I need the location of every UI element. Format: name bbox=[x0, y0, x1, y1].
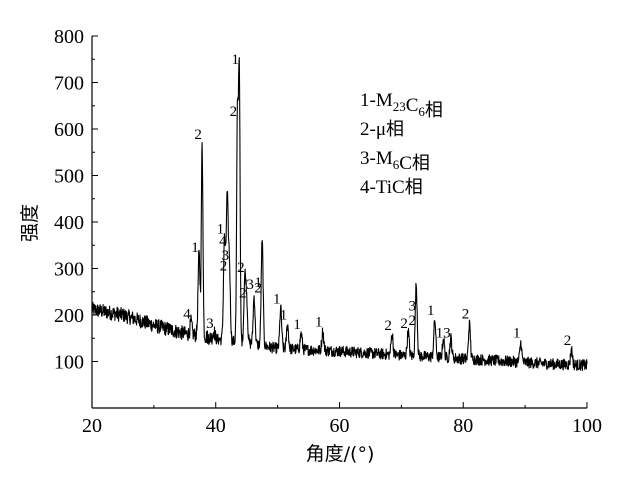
x-tick-label: 100 bbox=[572, 415, 602, 437]
peak-label: 2 bbox=[254, 281, 262, 297]
y-axis-label: 强度 bbox=[19, 204, 41, 242]
peak-label: 4 bbox=[183, 307, 191, 323]
peak-label: 2 bbox=[408, 313, 416, 329]
legend-entry: 4-TiC相 bbox=[360, 177, 423, 198]
peak-label: 1 bbox=[273, 291, 281, 307]
peak-label: 3 bbox=[246, 277, 254, 293]
peak-label: 3 bbox=[408, 298, 416, 314]
peak-label: 1 bbox=[436, 325, 444, 341]
y-tick-label: 500 bbox=[54, 166, 84, 188]
y-tick-label: 100 bbox=[54, 352, 84, 374]
xrd-pattern-line bbox=[91, 57, 588, 372]
peak-label: 1 bbox=[191, 240, 199, 256]
peak-label: 2 bbox=[220, 258, 228, 274]
y-tick-label: 400 bbox=[54, 212, 84, 234]
ticks: 20 40 60 80 100 100 200 300 400 500 600 700 800 bbox=[54, 26, 602, 437]
x-axis-label: 角度/(°) bbox=[306, 443, 375, 465]
peak-label: 1 bbox=[513, 325, 521, 341]
peak-label: 2 bbox=[384, 318, 392, 334]
y-tick-label: 200 bbox=[54, 305, 84, 327]
peak-label: 1 bbox=[280, 308, 288, 324]
legend-entry: 1-M23C6相 bbox=[360, 90, 443, 121]
x-tick-label: 80 bbox=[453, 415, 473, 437]
y-tick-label: 800 bbox=[54, 26, 84, 48]
peak-label: 2 bbox=[564, 333, 572, 349]
peak-label: 3 bbox=[222, 248, 230, 264]
peak-label: 3 bbox=[206, 316, 214, 332]
x-tick-label: 60 bbox=[330, 415, 350, 437]
peak-label: 1 bbox=[254, 275, 262, 291]
series bbox=[91, 57, 588, 372]
y-tick-label: 600 bbox=[54, 119, 84, 141]
legend-entry: 2-μ相 bbox=[360, 119, 404, 140]
peak-label: 1 bbox=[217, 222, 225, 238]
x-tick-label: 40 bbox=[206, 415, 226, 437]
x-tick-label: 20 bbox=[82, 415, 102, 437]
y-tick-label: 300 bbox=[54, 259, 84, 281]
y-tick-label: 700 bbox=[54, 73, 84, 95]
peak-label: 4 bbox=[219, 233, 227, 249]
peak-label: 1 bbox=[315, 315, 323, 331]
peak-label: 2 bbox=[237, 260, 245, 276]
peak-label: 1 bbox=[293, 317, 301, 333]
peak-label: 2 bbox=[462, 307, 470, 323]
peak-label: 2 bbox=[239, 285, 247, 301]
legend-entry: 3-M6C相 bbox=[360, 148, 430, 174]
peak-label: 1 bbox=[232, 52, 240, 68]
peak-label: 2 bbox=[194, 127, 202, 143]
peak-label: 2 bbox=[400, 316, 408, 332]
peak-label: 1 bbox=[427, 303, 435, 319]
peak-label: 2 bbox=[230, 104, 238, 120]
peak-label: 3 bbox=[443, 325, 451, 341]
